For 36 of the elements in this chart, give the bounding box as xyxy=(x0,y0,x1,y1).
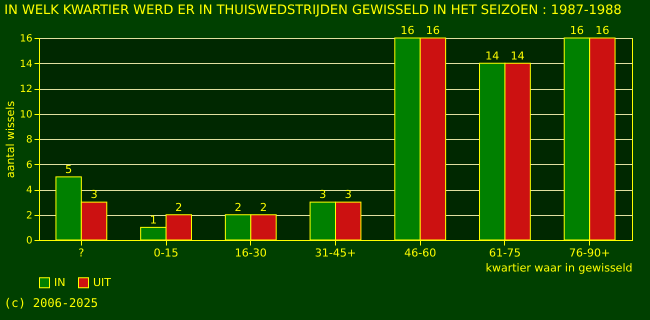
legend-label: IN xyxy=(54,276,66,289)
data-label: 2 xyxy=(260,200,267,214)
data-label: 16 xyxy=(595,24,610,37)
x-tick-label: 31-45+ xyxy=(314,246,356,260)
data-label: 3 xyxy=(319,188,326,202)
x-axis-title: kwartier waar in gewisseld xyxy=(486,262,632,274)
y-tick-label: 16 xyxy=(20,34,32,44)
data-label: 16 xyxy=(400,24,415,37)
data-label: 16 xyxy=(426,24,440,37)
y-tick-label: 8 xyxy=(26,134,32,146)
x-tick-label: 16-30 xyxy=(234,246,267,260)
x-tick-label: 76-90+ xyxy=(569,246,610,260)
y-axis-title: aantal wissels xyxy=(4,100,17,178)
x-tick-label: 0-15 xyxy=(154,246,179,260)
data-label: 2 xyxy=(234,200,242,214)
text: (c) 2006-2025 xyxy=(4,296,98,310)
data-label: 14 xyxy=(485,49,500,62)
chart-title: IN WELK KWARTIER WERD ER IN THUISWEDSTRIJDEN GEWISSELD IN HET SEIZOEN : 1987-1988 xyxy=(4,3,622,18)
y-tick-label: 12 xyxy=(20,84,32,95)
y-tick-label: 2 xyxy=(26,210,32,222)
y-tick-label: 4 xyxy=(26,185,32,196)
data-label: 5 xyxy=(65,162,72,176)
data-label: 2 xyxy=(175,200,182,214)
y-tick-label: 10 xyxy=(20,109,32,120)
x-tick-label: 46-60 xyxy=(404,246,436,260)
data-label: 3 xyxy=(344,188,352,202)
data-label: 1 xyxy=(150,213,157,226)
legend-label: UIT xyxy=(93,276,112,289)
data-label: 16 xyxy=(570,24,584,37)
y-tick-label: 0 xyxy=(26,236,32,246)
x-tick-label: ? xyxy=(78,246,84,260)
y-tick-label: 14 xyxy=(20,58,32,70)
x-tick-label: 61-75 xyxy=(488,246,521,260)
y-tick-label: 6 xyxy=(26,160,32,171)
data-label: 14 xyxy=(510,49,525,62)
data-label: 3 xyxy=(90,188,98,202)
